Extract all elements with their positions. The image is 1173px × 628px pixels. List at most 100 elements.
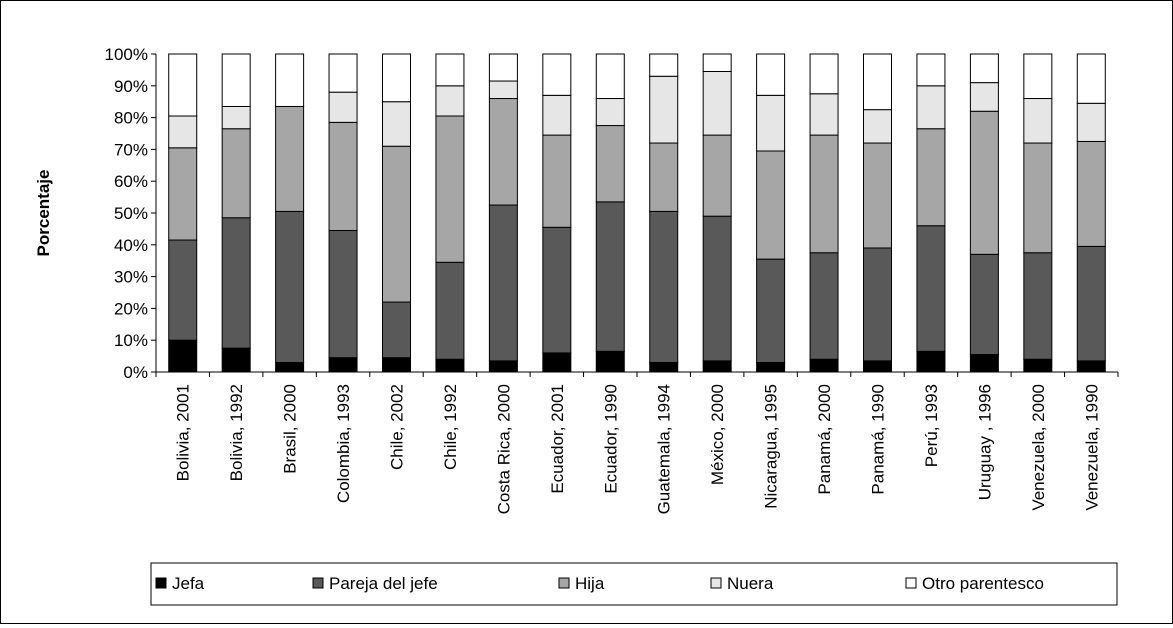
bar-segment-jefa xyxy=(969,354,999,373)
bar-segment-otro-parentesco xyxy=(809,53,839,95)
bar-segment-pareja-del-jefe xyxy=(328,229,358,359)
bar-segment-nuera xyxy=(809,93,839,136)
y-tick-label: 60% xyxy=(114,172,148,191)
bar-segment-hija xyxy=(756,150,786,260)
bar-segment-pareja-del-jefe xyxy=(1023,252,1053,360)
bar-segment-otro-parentesco xyxy=(916,53,946,87)
x-tick-label: Venezuela, 2000 xyxy=(1029,384,1048,511)
x-tick-label: Bolivia, 1992 xyxy=(227,384,246,481)
legend-label: Hija xyxy=(575,574,605,593)
bar-segment-otro-parentesco xyxy=(328,53,358,93)
x-tick-label: Perú, 1993 xyxy=(922,384,941,467)
bar-segment-pareja-del-jefe xyxy=(809,252,839,360)
bar-segment-otro-parentesco xyxy=(275,53,305,107)
bar-segment-hija xyxy=(542,134,572,228)
bar-segment-hija xyxy=(328,121,358,231)
bar-segment-jefa xyxy=(542,352,572,373)
bar-segment-jefa xyxy=(1076,360,1106,373)
bar-segment-otro-parentesco xyxy=(649,53,679,77)
bar-segment-jefa xyxy=(809,358,839,373)
bar-segment-hija xyxy=(382,145,411,303)
bar-segment-hija xyxy=(1023,142,1053,254)
bar-segment-nuera xyxy=(488,80,518,100)
bar-segment-otro-parentesco xyxy=(595,53,625,100)
bar-segment-pareja-del-jefe xyxy=(916,225,946,352)
bar-segment-hija xyxy=(435,115,465,263)
bar-segment-jefa xyxy=(488,360,518,373)
bar-segment-jefa xyxy=(328,357,358,373)
bar-segment-hija xyxy=(916,128,946,227)
y-tick-label: 100% xyxy=(105,45,148,64)
bar-segment-jefa xyxy=(382,357,411,373)
bar-segment-jefa xyxy=(916,350,946,373)
x-tick-label: Ecuador, 1990 xyxy=(601,384,620,494)
y-tick-label: 30% xyxy=(114,268,148,287)
bar-segment-nuera xyxy=(168,115,198,149)
x-tick-label: Brasil, 2000 xyxy=(281,384,300,474)
y-tick-label: 40% xyxy=(114,236,148,255)
legend-swatch xyxy=(155,577,167,589)
bar-segment-pareja-del-jefe xyxy=(702,215,732,362)
bar-segment-otro-parentesco xyxy=(488,53,518,82)
bar-segment-jefa xyxy=(435,358,465,373)
bar-segment-pareja-del-jefe xyxy=(435,261,465,360)
bar-segment-otro-parentesco xyxy=(756,53,786,96)
x-tick-label: Colombia, 1993 xyxy=(334,384,353,503)
bar-segment-nuera xyxy=(863,109,892,144)
x-tick-label: Costa Rica, 2000 xyxy=(494,384,513,514)
bar-segment-jefa xyxy=(221,347,251,373)
bar-segment-nuera xyxy=(649,75,679,144)
bar-segment-hija xyxy=(702,134,732,217)
bar-segment-pareja-del-jefe xyxy=(275,210,305,363)
bar-segment-nuera xyxy=(595,98,625,127)
bar-segment-otro-parentesco xyxy=(168,53,198,117)
bar-segment-jefa xyxy=(275,361,305,373)
bar-segment-pareja-del-jefe xyxy=(969,253,999,356)
bar-segment-hija xyxy=(649,142,679,212)
bar-segment-otro-parentesco xyxy=(1023,53,1053,100)
bar-segment-pareja-del-jefe xyxy=(649,210,679,363)
legend-swatch xyxy=(905,577,917,589)
x-tick-label: Nicaragua, 1995 xyxy=(762,384,781,509)
bar-segment-jefa xyxy=(756,361,786,373)
legend-swatch xyxy=(710,577,722,589)
bar-segment-pareja-del-jefe xyxy=(542,226,572,354)
bar-segment-hija xyxy=(168,147,198,241)
bar-segment-otro-parentesco xyxy=(435,53,465,87)
bar-segment-nuera xyxy=(542,94,572,136)
x-tick-label: Ecuador, 2001 xyxy=(548,384,567,494)
bar-segment-otro-parentesco xyxy=(1076,53,1106,104)
bar-segment-jefa xyxy=(863,360,892,373)
bar-segment-nuera xyxy=(702,70,732,136)
bar-segment-hija xyxy=(809,134,839,254)
y-tick-label: 0% xyxy=(123,363,148,382)
bar-segment-pareja-del-jefe xyxy=(382,301,411,359)
x-tick-label: Panamá, 2000 xyxy=(815,384,834,495)
bar-segment-nuera xyxy=(1076,102,1106,142)
legend-label: Otro parentesco xyxy=(922,574,1044,593)
bar-segment-pareja-del-jefe xyxy=(863,247,892,362)
bar-segment-hija xyxy=(969,110,999,255)
bar-segment-otro-parentesco xyxy=(221,53,251,107)
x-tick-label: Bolivia, 2001 xyxy=(174,384,193,481)
bar-segment-nuera xyxy=(221,105,251,130)
y-tick-label: 50% xyxy=(114,204,148,223)
legend-swatch xyxy=(558,577,570,589)
legend: Jefa Pareja del jefe Hija Nuera Otro parente… xyxy=(150,562,1118,606)
bar-segment-jefa xyxy=(595,350,625,373)
bar-segment-nuera xyxy=(435,85,465,117)
legend-label: Jefa xyxy=(172,574,205,593)
bar-segment-pareja-del-jefe xyxy=(1076,245,1106,362)
bar-segment-hija xyxy=(221,128,251,219)
bar-segment-hija xyxy=(275,105,305,212)
bar-segment-pareja-del-jefe xyxy=(168,239,198,341)
bar-segment-pareja-del-jefe xyxy=(756,258,786,363)
bar-segment-nuera xyxy=(969,82,999,112)
y-axis-label: Porcentaje xyxy=(34,170,53,257)
bar-segment-otro-parentesco xyxy=(969,53,999,84)
bar-segment-otro-parentesco xyxy=(702,53,732,72)
x-tick-label: Panamá, 1990 xyxy=(869,384,888,495)
y-tick-label: 10% xyxy=(114,331,148,350)
